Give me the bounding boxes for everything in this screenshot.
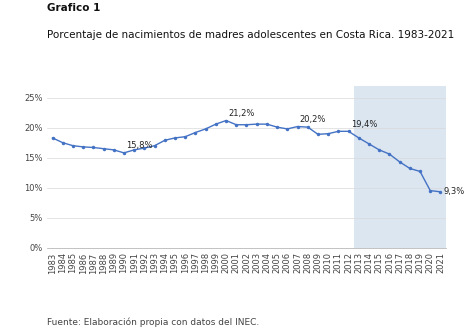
Text: 21,2%: 21,2%	[228, 109, 255, 118]
Text: Fuente: Elaboración propia con datos del INEC.: Fuente: Elaboración propia con datos del…	[47, 317, 260, 327]
Text: 19,4%: 19,4%	[351, 120, 377, 129]
Text: 15,8%: 15,8%	[126, 142, 153, 150]
Text: Grafico 1: Grafico 1	[47, 3, 101, 13]
Text: Porcentaje de nacimientos de madres adolescentes en Costa Rica. 1983-2021: Porcentaje de nacimientos de madres adol…	[47, 30, 455, 40]
Text: 9,3%: 9,3%	[444, 187, 465, 196]
Text: 20,2%: 20,2%	[300, 115, 326, 124]
Bar	[354, 86, 446, 248]
